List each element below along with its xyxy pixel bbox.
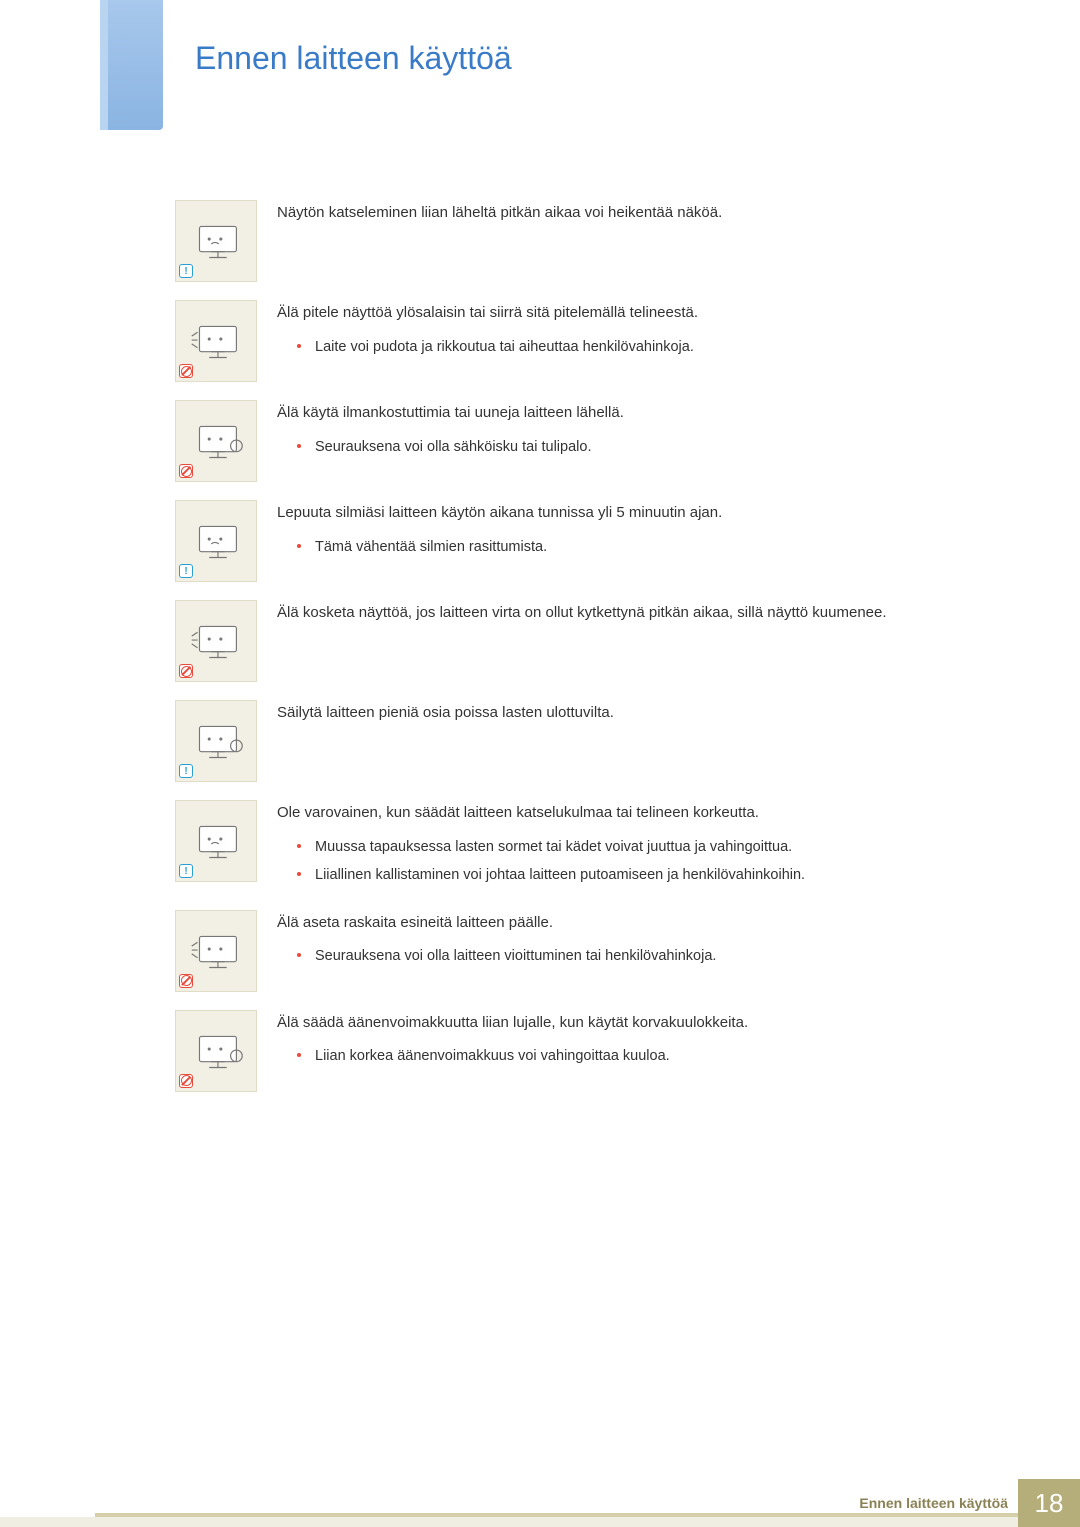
safety-illustration (175, 600, 257, 682)
safety-item: Älä aseta raskaita esineitä laitteen pää… (175, 910, 1000, 992)
prohibit-badge-icon (179, 1074, 193, 1088)
page-number: 18 (1018, 1479, 1080, 1527)
safety-bullet-list: Laite voi pudota ja rikkoutua tai aiheut… (277, 335, 1000, 360)
safety-illustration: ! (175, 500, 257, 582)
safety-bullet: Liiallinen kallistaminen voi johtaa lait… (297, 863, 1000, 888)
content-area: ! Näytön katseleminen liian läheltä pitkä… (175, 200, 1000, 1110)
safety-heading: Lepuuta silmiäsi laitteen käytön aikana … (277, 502, 1000, 525)
footer-section-label: Ennen laitteen käyttöä (859, 1495, 1008, 1511)
safety-text: Ole varovainen, kun säädät laitteen kats… (277, 800, 1000, 892)
safety-bullet-list: Seurauksena voi olla laitteen vioittumin… (277, 944, 1000, 969)
info-badge-icon: ! (179, 564, 193, 578)
safety-illustration: ! (175, 700, 257, 782)
safety-heading: Ole varovainen, kun säädät laitteen kats… (277, 802, 1000, 825)
safety-item: ! Näytön katseleminen liian läheltä pitkä… (175, 200, 1000, 282)
safety-text: Älä pitele näyttöä ylösalaisin tai siirr… (277, 300, 1000, 363)
safety-bullet: Tämä vähentää silmien rasittumista. (297, 535, 1000, 560)
safety-text: Älä kosketa näyttöä, jos laitteen virta … (277, 600, 1000, 635)
safety-bullet: Seurauksena voi olla sähköisku tai tulip… (297, 435, 1000, 460)
safety-item: Älä käytä ilmankostuttimia tai uuneja la… (175, 400, 1000, 482)
prohibit-badge-icon (179, 974, 193, 988)
info-badge-icon: ! (179, 264, 193, 278)
prohibit-badge-icon (179, 664, 193, 678)
safety-text: Älä käytä ilmankostuttimia tai uuneja la… (277, 400, 1000, 463)
info-badge-icon: ! (179, 864, 193, 878)
safety-illustration (175, 1010, 257, 1092)
safety-text: Näytön katseleminen liian läheltä pitkän… (277, 200, 1000, 235)
safety-text: Lepuuta silmiäsi laitteen käytön aikana … (277, 500, 1000, 563)
safety-bullet: Liian korkea äänenvoimakkuus voi vahingo… (297, 1044, 1000, 1069)
safety-text: Älä säädä äänenvoimakkuutta liian lujall… (277, 1010, 1000, 1073)
safety-item: Älä kosketa näyttöä, jos laitteen virta … (175, 600, 1000, 682)
safety-heading: Älä pitele näyttöä ylösalaisin tai siirr… (277, 302, 1000, 325)
page-footer: Ennen laitteen käyttöä 18 (0, 1479, 1080, 1527)
safety-heading: Älä kosketa näyttöä, jos laitteen virta … (277, 602, 1000, 625)
safety-bullet: Muussa tapauksessa lasten sormet tai käd… (297, 835, 1000, 860)
safety-item: Älä pitele näyttöä ylösalaisin tai siirr… (175, 300, 1000, 382)
safety-illustration (175, 910, 257, 992)
page-title: Ennen laitteen käyttöä (195, 40, 512, 77)
safety-heading: Älä käytä ilmankostuttimia tai uuneja la… (277, 402, 1000, 425)
top-left-accent (0, 0, 170, 140)
prohibit-badge-icon (179, 364, 193, 378)
safety-illustration (175, 400, 257, 482)
safety-bullet-list: Muussa tapauksessa lasten sormet tai käd… (277, 835, 1000, 888)
safety-bullet-list: Seurauksena voi olla sähköisku tai tulip… (277, 435, 1000, 460)
safety-item: ! Ole varovainen, kun säädät laitteen kat… (175, 800, 1000, 892)
safety-illustration: ! (175, 200, 257, 282)
safety-item: Älä säädä äänenvoimakkuutta liian lujall… (175, 1010, 1000, 1092)
safety-text: Säilytä laitteen pieniä osia poissa last… (277, 700, 1000, 735)
safety-heading: Älä säädä äänenvoimakkuutta liian lujall… (277, 1012, 1000, 1035)
safety-item: ! Lepuuta silmiäsi laitteen käytön aikana… (175, 500, 1000, 582)
safety-text: Älä aseta raskaita esineitä laitteen pää… (277, 910, 1000, 973)
safety-bullet-list: Liian korkea äänenvoimakkuus voi vahingo… (277, 1044, 1000, 1069)
info-badge-icon: ! (179, 764, 193, 778)
safety-illustration (175, 300, 257, 382)
safety-heading: Älä aseta raskaita esineitä laitteen pää… (277, 912, 1000, 935)
safety-heading: Näytön katseleminen liian läheltä pitkän… (277, 202, 1000, 225)
safety-heading: Säilytä laitteen pieniä osia poissa last… (277, 702, 1000, 725)
safety-bullet: Laite voi pudota ja rikkoutua tai aiheut… (297, 335, 1000, 360)
safety-bullet-list: Tämä vähentää silmien rasittumista. (277, 535, 1000, 560)
safety-bullet: Seurauksena voi olla laitteen vioittumin… (297, 944, 1000, 969)
prohibit-badge-icon (179, 464, 193, 478)
safety-item: ! Säilytä laitteen pieniä osia poissa las… (175, 700, 1000, 782)
safety-illustration: ! (175, 800, 257, 882)
